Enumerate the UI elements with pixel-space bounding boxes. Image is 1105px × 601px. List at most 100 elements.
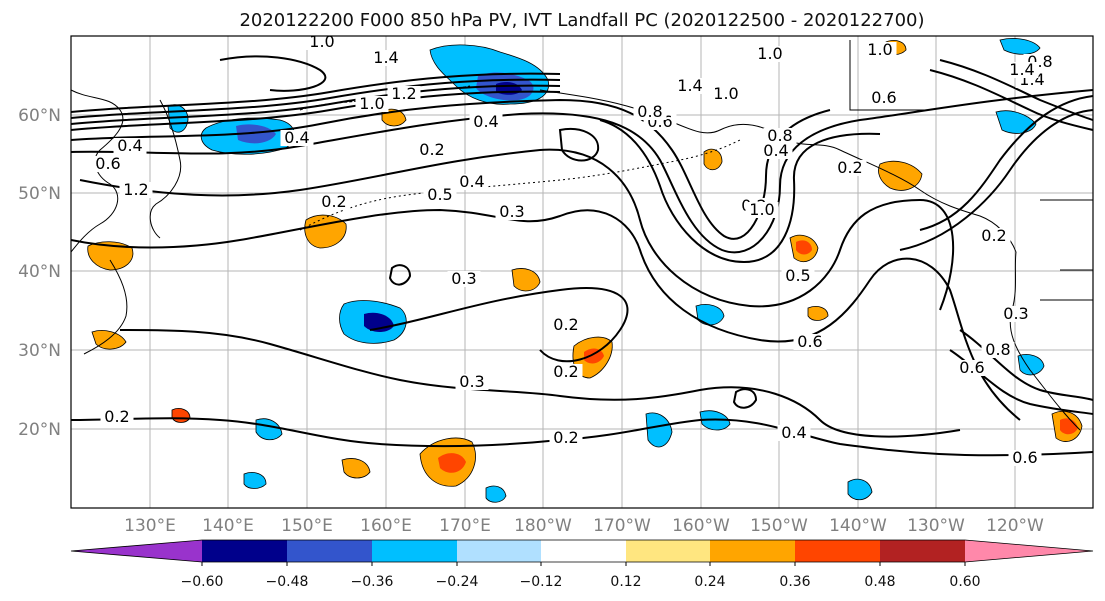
contour-label: 0.8 xyxy=(767,126,792,145)
anomaly-navy-okhotsk xyxy=(236,124,276,144)
contour-label: 0.5 xyxy=(427,185,452,204)
contour-label-background xyxy=(447,271,481,287)
anomaly-blue-baja xyxy=(1017,354,1045,376)
contour-label: 0.4 xyxy=(781,423,806,442)
anomaly-blue-ne-corner xyxy=(999,38,1041,55)
map-frame xyxy=(70,35,1094,509)
contour-label: 0.3 xyxy=(499,202,524,221)
longitude-label: 150°W xyxy=(750,516,808,536)
contour-label: 0.2 xyxy=(553,428,578,447)
coastline-aleutians xyxy=(299,139,741,231)
contour-label: 0.4 xyxy=(117,136,142,155)
contour-label: 0.6 xyxy=(1012,448,1037,467)
contour-label: 0.6 xyxy=(95,154,120,173)
colorbar-segment xyxy=(626,540,710,562)
longitude-label: 120°W xyxy=(986,516,1044,536)
contour-label: 0.6 xyxy=(871,88,896,107)
contour-label: 1.4 xyxy=(1009,60,1034,79)
contour-label-background xyxy=(469,114,503,130)
contour-label-background xyxy=(280,130,314,146)
contour-label-background xyxy=(100,409,134,425)
contour-label: 0.4 xyxy=(284,128,309,147)
contour-label-background xyxy=(317,194,351,210)
colorbar-segment xyxy=(795,540,880,562)
anomaly-orange-small-2 xyxy=(703,148,723,171)
contour-line xyxy=(71,72,561,113)
contour-label-background xyxy=(369,50,403,66)
contour-label: 1.0 xyxy=(867,40,892,59)
anomaly-blue-nw-us xyxy=(995,110,1037,134)
contour-label: 0.4 xyxy=(459,172,484,191)
contour-label-background xyxy=(119,182,153,198)
contour-label: 0.3 xyxy=(451,269,476,288)
contour-line xyxy=(119,329,961,438)
colorbar-tick-label: 0.12 xyxy=(610,574,641,590)
colorbar-tick-label: −0.48 xyxy=(266,574,309,590)
latitude-label: 50°N xyxy=(18,184,61,204)
contour-label: 0.2 xyxy=(553,315,578,334)
contour-label: 0.2 xyxy=(837,158,862,177)
border-canada xyxy=(849,40,930,111)
anomaly-blue-hawaii xyxy=(695,304,725,326)
contour-label: 0.6 xyxy=(797,332,822,351)
contour-label-background xyxy=(763,128,797,144)
contour-label: 1.0 xyxy=(749,200,774,219)
contour-label-background xyxy=(759,143,793,159)
border-us-states xyxy=(1040,199,1093,301)
contour-line xyxy=(71,78,561,119)
colorbar-tick-label: 0.36 xyxy=(779,574,810,590)
colorbar-segment xyxy=(710,540,795,562)
contour-label-background xyxy=(455,174,489,190)
colorbar-segment xyxy=(541,540,626,562)
latitude-label: 20°N xyxy=(18,420,61,440)
anomaly-blue-tropics-2 xyxy=(255,418,283,441)
colorbar-tick-label: −0.60 xyxy=(181,574,224,590)
contour-label: 0.2 xyxy=(104,407,129,426)
contour-label-background xyxy=(415,142,449,158)
anomaly-blue-tropics-1 xyxy=(645,412,673,448)
contour-label-background xyxy=(387,86,421,102)
latitude-label: 30°N xyxy=(18,341,61,361)
anomaly-orange-tropics-b xyxy=(341,458,371,479)
contour-label-background xyxy=(1005,62,1039,78)
latitude-label: 60°N xyxy=(18,106,61,126)
contour-label-background xyxy=(1008,450,1042,466)
contour-label-background xyxy=(781,268,815,284)
contour-label: 0.4 xyxy=(763,141,788,160)
colorbar-segment xyxy=(372,540,457,562)
contour-label: 0.2 xyxy=(981,226,1006,245)
longitude-label: 130°E xyxy=(124,516,176,536)
anomaly-blue-tropics-4 xyxy=(847,478,873,501)
contour-label-background xyxy=(549,364,583,380)
anomaly-orange-japan xyxy=(87,241,134,271)
longitude-label: 140°W xyxy=(829,516,887,536)
contour-label-background xyxy=(977,228,1011,244)
anomaly-red-subtropical xyxy=(584,348,604,364)
colorbar-tick-label: −0.36 xyxy=(351,574,394,590)
contour-line xyxy=(71,98,831,240)
contour-label-background xyxy=(955,360,989,376)
contour-label: 0.2 xyxy=(321,192,346,211)
anomaly-blue-tropics-6 xyxy=(243,472,267,489)
contour-label-background xyxy=(981,342,1015,358)
latitude-label: 40°N xyxy=(18,262,61,282)
contour-label-background xyxy=(833,160,867,176)
colorbar-segment xyxy=(880,540,965,562)
anomaly-orange-small-5 xyxy=(807,306,829,321)
contour-labels: 1.01.4 1.01.4 1.01.01.40.81.40.40.60.41.01… xyxy=(91,36,1057,467)
coastline-japan xyxy=(83,259,128,355)
contour-label-background xyxy=(113,138,147,154)
contour-label-background xyxy=(495,204,529,220)
longitude-label: 170°W xyxy=(593,516,651,536)
contour-label-background xyxy=(549,430,583,446)
contour-label: 1.2 xyxy=(391,84,416,103)
contour-label: 0.5 xyxy=(785,266,810,285)
anomaly-red-mexico xyxy=(1060,418,1078,435)
contour-label-background xyxy=(423,187,457,203)
anomaly-orange-bc xyxy=(878,160,923,191)
colorbar-segment xyxy=(287,540,372,562)
contour-label-background xyxy=(793,334,827,350)
colorbar-tick-label: 0.24 xyxy=(694,574,725,590)
contour-label: 0.8 xyxy=(637,102,662,121)
longitude-label: 180°W xyxy=(514,516,572,536)
